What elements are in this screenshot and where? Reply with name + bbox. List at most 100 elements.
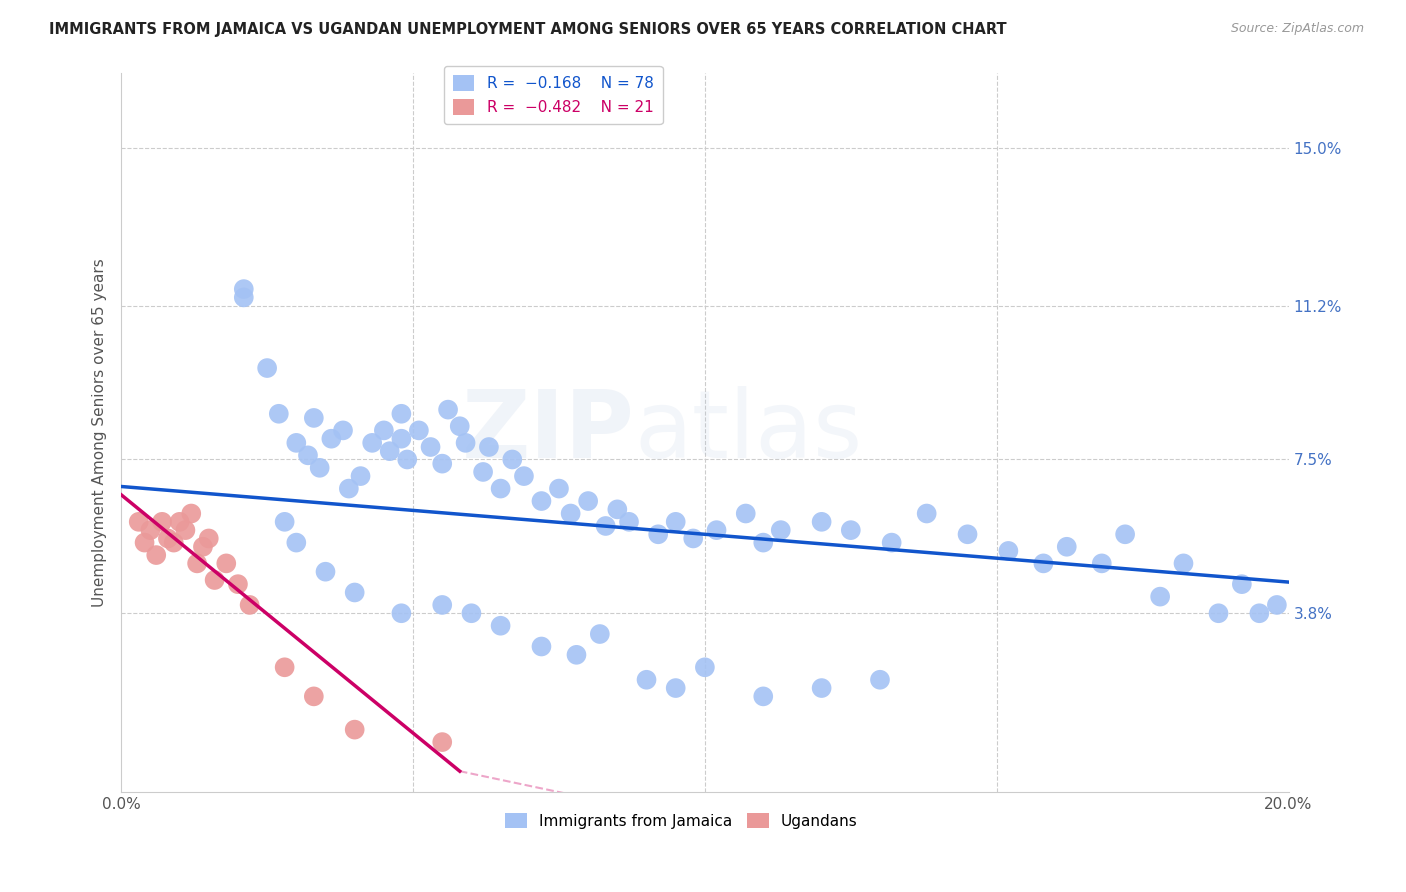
Point <box>693 660 716 674</box>
Point <box>389 407 412 421</box>
Point <box>373 424 395 438</box>
Point <box>408 424 430 438</box>
Point <box>204 573 226 587</box>
Point <box>315 565 337 579</box>
Point <box>226 577 249 591</box>
Point <box>302 690 325 704</box>
Point <box>472 465 495 479</box>
Point <box>232 282 254 296</box>
Point <box>1056 540 1078 554</box>
Point <box>1230 577 1253 591</box>
Point <box>752 535 775 549</box>
Point <box>530 640 553 654</box>
Point <box>437 402 460 417</box>
Point <box>169 515 191 529</box>
Point <box>1032 557 1054 571</box>
Point <box>956 527 979 541</box>
Point <box>595 519 617 533</box>
Point <box>389 432 412 446</box>
Point <box>134 535 156 549</box>
Point <box>530 494 553 508</box>
Point <box>273 515 295 529</box>
Point <box>752 690 775 704</box>
Point <box>665 515 688 529</box>
Point <box>706 523 728 537</box>
Point <box>361 435 384 450</box>
Point <box>1173 557 1195 571</box>
Legend: Immigrants from Jamaica, Ugandans: Immigrants from Jamaica, Ugandans <box>499 806 863 835</box>
Point <box>197 532 219 546</box>
Point <box>548 482 571 496</box>
Point <box>267 407 290 421</box>
Point <box>156 532 179 546</box>
Point <box>145 548 167 562</box>
Point <box>128 515 150 529</box>
Point <box>308 460 330 475</box>
Point <box>186 557 208 571</box>
Point <box>150 515 173 529</box>
Point <box>139 523 162 537</box>
Point <box>734 507 756 521</box>
Point <box>215 557 238 571</box>
Point <box>915 507 938 521</box>
Point <box>432 457 454 471</box>
Point <box>332 424 354 438</box>
Point <box>256 361 278 376</box>
Point <box>880 535 903 549</box>
Point <box>302 411 325 425</box>
Text: ZIP: ZIP <box>463 386 636 478</box>
Point <box>419 440 441 454</box>
Point <box>576 494 599 508</box>
Point <box>617 515 640 529</box>
Point <box>343 585 366 599</box>
Point <box>349 469 371 483</box>
Point <box>869 673 891 687</box>
Y-axis label: Unemployment Among Seniors over 65 years: Unemployment Among Seniors over 65 years <box>93 258 107 607</box>
Point <box>489 618 512 632</box>
Point <box>378 444 401 458</box>
Point <box>606 502 628 516</box>
Point <box>174 523 197 537</box>
Point <box>810 681 832 695</box>
Text: IMMIGRANTS FROM JAMAICA VS UGANDAN UNEMPLOYMENT AMONG SENIORS OVER 65 YEARS CORR: IMMIGRANTS FROM JAMAICA VS UGANDAN UNEMP… <box>49 22 1007 37</box>
Point <box>513 469 536 483</box>
Point <box>489 482 512 496</box>
Point <box>565 648 588 662</box>
Point <box>589 627 612 641</box>
Text: atlas: atlas <box>636 386 863 478</box>
Point <box>297 448 319 462</box>
Point <box>810 515 832 529</box>
Point <box>163 535 186 549</box>
Point <box>1208 607 1230 621</box>
Point <box>273 660 295 674</box>
Point <box>460 607 482 621</box>
Point <box>1149 590 1171 604</box>
Point <box>285 435 308 450</box>
Point <box>682 532 704 546</box>
Point <box>478 440 501 454</box>
Point <box>389 607 412 621</box>
Point <box>449 419 471 434</box>
Point <box>337 482 360 496</box>
Point <box>1091 557 1114 571</box>
Point <box>232 290 254 304</box>
Point <box>839 523 862 537</box>
Point <box>1249 607 1271 621</box>
Point <box>665 681 688 695</box>
Point <box>636 673 658 687</box>
Point <box>997 544 1019 558</box>
Point <box>343 723 366 737</box>
Point <box>454 435 477 450</box>
Point <box>1114 527 1136 541</box>
Point <box>285 535 308 549</box>
Point <box>432 735 454 749</box>
Point <box>321 432 343 446</box>
Point <box>191 540 214 554</box>
Point <box>396 452 419 467</box>
Point <box>432 598 454 612</box>
Point <box>1265 598 1288 612</box>
Point <box>769 523 792 537</box>
Point <box>180 507 202 521</box>
Text: Source: ZipAtlas.com: Source: ZipAtlas.com <box>1230 22 1364 36</box>
Point <box>647 527 669 541</box>
